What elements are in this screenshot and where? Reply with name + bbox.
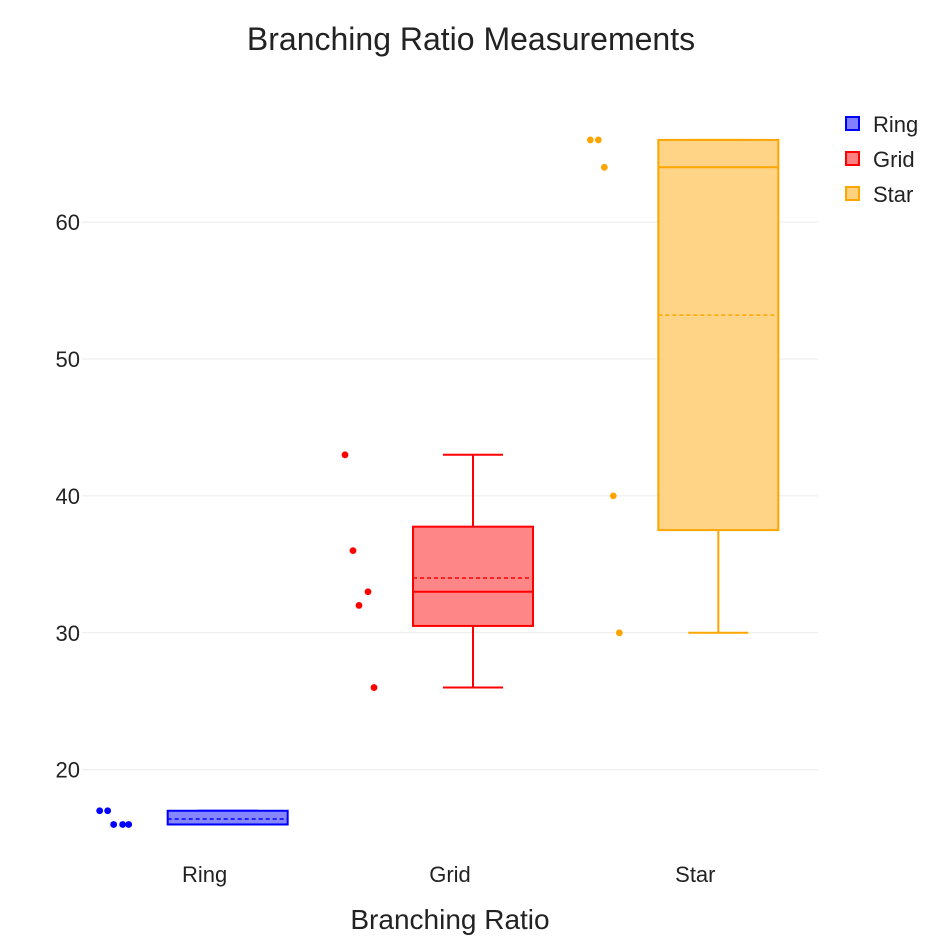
data-points: [96, 136, 623, 828]
y-tick-label: 40: [56, 484, 80, 509]
box-grid: [412, 453, 534, 689]
chart-title: Branching Ratio Measurements: [247, 21, 695, 57]
data-point: [349, 547, 357, 555]
data-point: [104, 807, 112, 815]
x-tick-label: Star: [675, 862, 715, 887]
data-point: [615, 629, 623, 637]
x-tick-label: Ring: [182, 862, 227, 887]
data-point: [594, 136, 602, 144]
legend-swatch: [845, 186, 860, 201]
y-tick-label: 60: [56, 210, 80, 235]
legend-label: Grid: [873, 147, 915, 172]
data-point: [96, 807, 104, 815]
box-star: [657, 138, 780, 634]
y-tick-label: 30: [56, 621, 80, 646]
boxes: [166, 138, 780, 826]
iqr-box: [657, 138, 780, 532]
x-tick-label: Grid: [429, 862, 471, 887]
data-point: [355, 602, 363, 609]
box-ring: [166, 809, 289, 826]
legend-swatch: [845, 116, 860, 131]
iqr-box: [412, 525, 534, 627]
x-axis-title: Branching Ratio: [350, 904, 549, 935]
data-point: [600, 163, 608, 171]
data-point: [341, 451, 349, 459]
legend: Ring Grid Star: [845, 112, 918, 207]
data-point: [119, 821, 127, 828]
y-axis: 20 30 40 50 60: [56, 210, 80, 783]
data-point: [364, 588, 372, 596]
data-point: [609, 492, 617, 500]
legend-label: Ring: [873, 112, 918, 137]
iqr-box: [166, 809, 289, 826]
y-tick-label: 50: [56, 347, 80, 372]
legend-label: Star: [873, 182, 913, 207]
legend-swatch: [845, 151, 860, 166]
data-point: [110, 821, 118, 828]
data-point: [370, 684, 378, 691]
data-point: [586, 136, 594, 144]
data-point: [125, 821, 133, 828]
x-axis: Ring Grid Star: [182, 862, 715, 887]
y-tick-label: 20: [56, 758, 80, 783]
